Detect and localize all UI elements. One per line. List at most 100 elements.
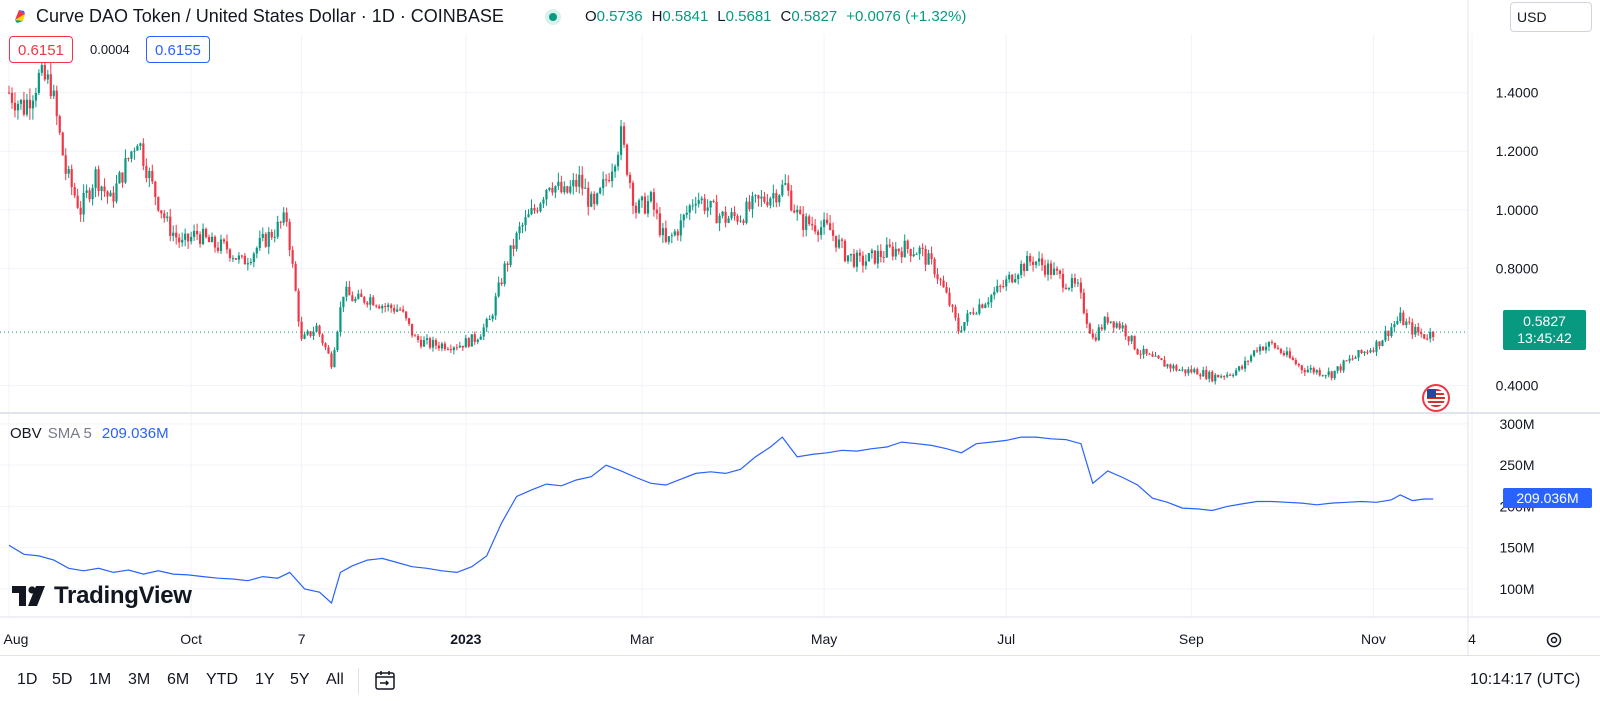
candle-up [781, 179, 784, 198]
candle-up [193, 224, 196, 241]
candle-down [327, 345, 330, 354]
candle-up [1181, 366, 1184, 372]
candle-down [428, 336, 432, 350]
candle-up [476, 338, 479, 345]
utc-clock[interactable]: 10:14:17 (UTC) [1470, 671, 1581, 688]
low-label: L [717, 8, 726, 25]
candle-down [1223, 375, 1226, 380]
buy-price-button[interactable]: 0.6155 [146, 36, 210, 63]
candle-down [1420, 328, 1423, 338]
candle-up [990, 293, 993, 308]
candle-down [309, 331, 312, 338]
candle-up [912, 247, 915, 258]
candle-up [1115, 321, 1118, 329]
range-1y-button[interactable]: 1Y [255, 671, 275, 688]
last-price-badge: 0.5827 13:45:42 [1503, 310, 1586, 350]
obv-line [8, 436, 1434, 605]
tradingview-logo[interactable]: TradingView [12, 582, 192, 610]
candle-down [1417, 322, 1420, 336]
obv-tick-label: 250M [1499, 457, 1534, 473]
range-5d-button[interactable]: 5D [52, 671, 73, 688]
candle-down [187, 233, 190, 250]
candle-down [79, 200, 82, 222]
candle-up [745, 197, 748, 225]
candle-up [82, 184, 85, 222]
candle-down [808, 214, 811, 226]
range-3m-button[interactable]: 3M [128, 671, 151, 688]
candle-up [1306, 365, 1309, 373]
obv-legend[interactable]: OBV SMA 5 209.036M [10, 425, 169, 442]
obv-tick-label: 100M [1499, 581, 1534, 597]
symbol-title[interactable]: Curve DAO Token / United States Dollar ·… [36, 6, 504, 26]
currency-selector[interactable]: USD [1510, 2, 1592, 32]
gear-icon[interactable] [1545, 631, 1563, 649]
candle-up [1315, 369, 1318, 375]
range-6m-button[interactable]: 6M [167, 671, 190, 688]
range-5y-button[interactable]: 5Y [290, 671, 310, 688]
candle-down [291, 246, 294, 268]
candle-down [951, 304, 954, 313]
candle-down [831, 222, 835, 242]
candle-down [882, 250, 885, 263]
candle-down [1378, 341, 1381, 350]
candle-up [1348, 354, 1351, 364]
candle-down [1100, 324, 1103, 332]
candle-down [581, 166, 584, 196]
candle-up [1405, 318, 1408, 329]
candle-up [1037, 251, 1041, 267]
candle-down [160, 210, 163, 219]
candle-down [103, 178, 106, 197]
range-1d-button[interactable]: 1D [17, 671, 38, 688]
candle-up [539, 202, 542, 213]
obv-last-value-badge: 209.036M [1503, 488, 1592, 508]
range-ytd-button[interactable]: YTD [206, 671, 238, 688]
candle-up [1005, 275, 1008, 292]
candle-up [691, 199, 694, 211]
price-tick-label: 1.4000 [1496, 85, 1539, 101]
candle-down [467, 337, 470, 348]
candle-down [1058, 269, 1062, 279]
us-flag-event-icon[interactable] [1422, 384, 1450, 412]
candle-down [1408, 316, 1411, 325]
candle-down [811, 216, 814, 231]
range-1m-button[interactable]: 1M [89, 671, 112, 688]
candle-down [1163, 356, 1166, 367]
sell-price-button[interactable]: 0.6151 [9, 36, 73, 63]
candle-down [608, 172, 611, 183]
candle-down [1246, 360, 1250, 366]
candle-down [834, 235, 838, 252]
candle-down [724, 206, 727, 228]
candle-down [213, 235, 217, 253]
candle-up [521, 222, 524, 234]
calendar-go-to-date-icon[interactable] [373, 668, 397, 692]
candle-down [634, 202, 638, 219]
candle-down [175, 224, 178, 245]
candle-down [151, 164, 154, 185]
candle-down [234, 257, 238, 261]
candle-up [700, 196, 703, 205]
candle-up [619, 120, 623, 161]
candle-down [575, 173, 578, 193]
candle-up [201, 223, 205, 246]
candle-up [1187, 366, 1190, 376]
candle-down [790, 184, 793, 212]
candle-down [402, 305, 405, 313]
candle-down [55, 85, 58, 126]
candle-up [258, 230, 261, 251]
candle-down [366, 300, 369, 308]
candle-down [1330, 370, 1333, 381]
candle-up [1336, 366, 1339, 374]
candle-up [996, 279, 999, 294]
candle-down [1175, 364, 1178, 372]
candle-up [602, 171, 605, 196]
time-axis[interactable]: Aug Oct 7 2023 Mar May Jul Sep Nov 4 [4, 631, 1477, 647]
candle-down [1273, 342, 1277, 350]
chart-canvas[interactable]: 1.4000 1.2000 1.0000 0.8000 0.4000 300M 250M 2… [0, 0, 1600, 655]
candle-up [611, 163, 614, 188]
candle-down [981, 303, 984, 309]
candle-down [873, 250, 876, 265]
candle-down [461, 345, 464, 351]
range-all-button[interactable]: All [326, 671, 344, 688]
candle-up [984, 302, 987, 309]
candle-up [148, 167, 151, 188]
